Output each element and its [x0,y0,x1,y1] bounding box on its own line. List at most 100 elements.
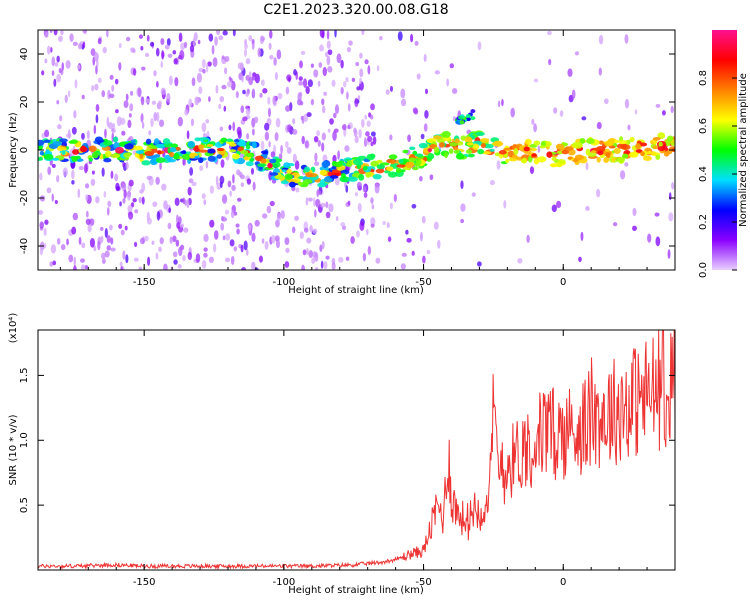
x-tick-label: -50 [415,577,431,588]
heatmap-cell [567,156,573,160]
heatmap-cell [93,245,97,252]
heatmap-cell [492,140,503,147]
heatmap-cell [201,193,206,200]
heatmap-cell [172,50,177,55]
heatmap-cell [164,44,170,50]
heatmap-cell [103,190,107,198]
heatmap-cell [370,223,375,228]
heatmap-cell [322,66,327,77]
heatmap-cell [56,146,67,151]
heatmap-cell [102,46,107,54]
heatmap-cell [144,235,149,242]
heatmap-cell [58,67,62,74]
heatmap-cell [298,81,304,86]
heatmap-cell [366,153,375,161]
heatmap-cell [43,227,47,236]
heatmap-cell [326,55,331,66]
heatmap-cell [231,153,240,160]
heatmap-cell [372,173,382,180]
heatmap-cell [307,197,313,202]
heatmap-cell [546,151,553,158]
heatmap-cell [284,237,290,246]
heatmap-cell [400,88,406,99]
heatmap-cell [306,237,312,244]
heatmap-cell [465,149,473,154]
heatmap-cell [236,126,242,136]
heatmap-cell [212,57,218,67]
heatmap-cell [146,217,152,225]
heatmap-cell [225,233,231,241]
heatmap-cell [224,209,230,215]
heatmap-cell [299,60,303,69]
heatmap-cell [523,146,530,152]
heatmap-cell [319,244,323,252]
heatmap-cell [71,169,75,180]
heatmap-cell [81,94,85,100]
heatmap-cell [56,100,60,105]
heatmap-cell [605,151,611,159]
heatmap-cell [551,156,557,161]
heatmap-cell [524,138,532,145]
y-tick-label: 1.5 [19,367,30,383]
heatmap-cell [229,149,237,153]
heatmap-cell [124,143,134,150]
heatmap-cell [285,105,291,112]
heatmap-cell [155,252,159,260]
heatmap-cell [322,105,326,114]
heatmap-cell [80,145,87,153]
heatmap-cell [269,158,277,164]
heatmap-cell [364,114,368,120]
heatmap-cell [449,63,454,69]
heatmap-cell [365,170,371,178]
heatmap-cell [219,181,223,189]
colorbar: 0.0 0.2 0.4 0.6 0.8 Normalized spectral ampl… [698,30,749,278]
heatmap-cell [400,98,407,107]
heatmap-cell [551,204,557,213]
heatmap-cell [231,184,236,192]
heatmap-cell [315,198,321,208]
heatmap-cell [159,162,162,170]
snr-plot: -150 -100 -50 0 0.5 1.0 1.5 Height of straight… [8,313,676,596]
heatmap-cell [187,251,193,261]
heatmap-cell [160,61,163,68]
heatmap-cell [561,149,569,155]
heatmap-cell [118,223,123,229]
heatmap-cell [225,257,231,263]
heatmap-cell [321,160,330,168]
heatmap-cell [222,30,228,36]
heatmap-cell [661,110,666,116]
heatmap-cells [38,30,675,270]
heatmap-cell [356,181,362,189]
heatmap-cell [621,153,629,159]
heatmap-cell [72,149,80,155]
heatmap-cell [305,86,310,95]
heatmap-cell [203,247,208,252]
heatmap-cell [77,188,81,198]
heatmap-cell [50,244,57,254]
heatmap-cell [286,168,292,174]
heatmap-cell [323,91,327,96]
heatmap-cell [307,79,313,88]
heatmap-cell [389,202,393,210]
heatmap-cell [340,173,346,179]
heatmap-cell [159,237,164,245]
heatmap-cell [246,133,250,140]
heatmap-cell [655,154,661,160]
heatmap-cell [376,164,386,170]
heatmap-cell [183,41,188,49]
heatmap-cell [250,261,256,270]
heatmap-cell [357,95,361,101]
heatmap-cell [145,98,150,104]
heatmap-cell [161,49,165,60]
heatmap-cell [78,166,84,171]
heatmap-cell [252,181,256,191]
heatmap-cell [444,151,449,159]
heatmap-cell [191,77,196,87]
heatmap-cell [427,148,433,153]
heatmap-cell [273,57,277,66]
heatmap-cell [60,243,66,251]
heatmap-cell [187,140,196,148]
heatmap-cell [668,212,674,222]
heatmap-cell [375,168,385,174]
heatmap-cell [73,256,77,267]
